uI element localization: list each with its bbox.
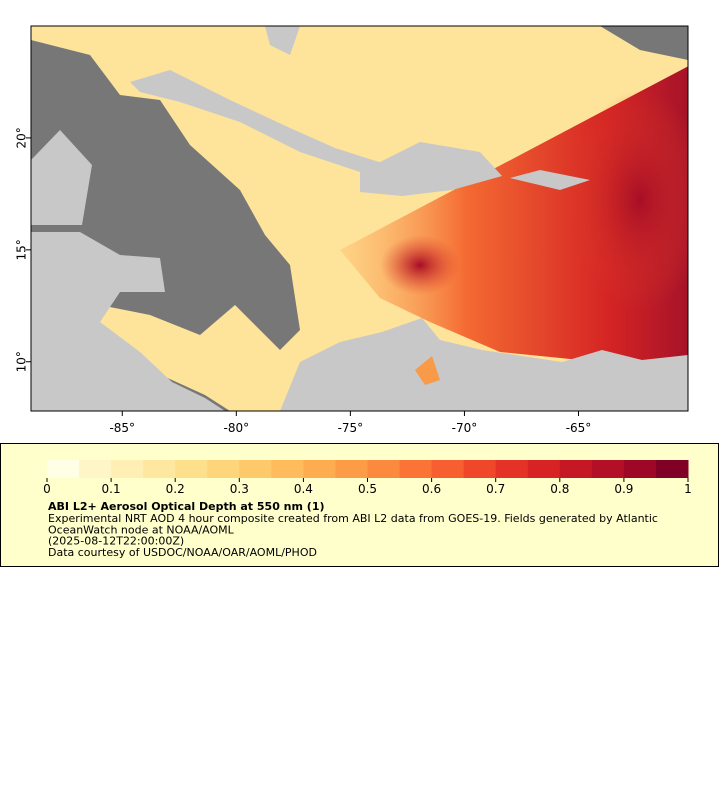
colorbar-tick-label: 0.5: [358, 482, 377, 496]
colorbar-swatch: [399, 460, 433, 478]
colorbar-swatch: [143, 460, 176, 478]
colorbar-swatch: [303, 460, 336, 478]
colorbar-tick-label: 0.6: [422, 482, 441, 496]
map-image: [31, 26, 688, 411]
x-tick-label: -75°: [338, 421, 364, 435]
legend-title: ABI L2+ Aerosol Optical Depth at 550 nm …: [48, 500, 325, 513]
colorbar-swatch: [527, 460, 561, 478]
colorbar-tick-label: 0: [43, 482, 51, 496]
colorbar-swatch: [335, 460, 368, 478]
colorbar-swatch: [271, 460, 304, 478]
colorbar-tick-label: 0.8: [550, 482, 569, 496]
colorbar-tick-label: 0.1: [102, 482, 121, 496]
colorbar-swatch: [47, 460, 80, 478]
y-tick-label: 15°: [15, 239, 29, 260]
x-tick-label: -65°: [566, 421, 592, 435]
colorbar-swatch: [207, 460, 240, 478]
y-tick-label: 20°: [15, 127, 29, 148]
colorbar-swatch: [111, 460, 144, 478]
legend-description: OceanWatch node at NOAA/AOML: [48, 523, 235, 536]
legend-description: Data courtesy of USDOC/NOAA/OAR/AOML/PHO…: [48, 546, 317, 559]
legend-description: Experimental NRT AOD 4 hour composite cr…: [48, 512, 658, 525]
colorbar-tick-label: 0.7: [486, 482, 505, 496]
x-tick-label: -85°: [109, 421, 135, 435]
map-frame: [30, 25, 689, 412]
colorbar-swatch: [591, 460, 625, 478]
colorbar-tick-label: 0.4: [294, 482, 313, 496]
colorbar-swatch: [431, 460, 465, 478]
colorbar-tick-label: 0.9: [614, 482, 633, 496]
colorbar-swatch: [623, 460, 657, 478]
colorbar-swatch: [463, 460, 497, 478]
legend-description: (2025-08-12T22:00:00Z): [48, 535, 184, 548]
colorbar-swatch: [495, 460, 529, 478]
y-tick-label: 10°: [15, 351, 29, 372]
colorbar-swatch: [559, 460, 593, 478]
colorbar-swatch: [655, 460, 689, 478]
colorbar-swatch: [175, 460, 208, 478]
x-tick-label: -70°: [452, 421, 478, 435]
colorbar-swatch: [239, 460, 272, 478]
colorbar-swatch: [367, 460, 401, 478]
colorbar-tick-label: 0.3: [230, 482, 249, 496]
x-tick-label: -80°: [224, 421, 250, 435]
colorbar-tick-label: 0.2: [166, 482, 185, 496]
colorbar-tick-label: 1: [684, 482, 692, 496]
colorbar-swatch: [79, 460, 112, 478]
